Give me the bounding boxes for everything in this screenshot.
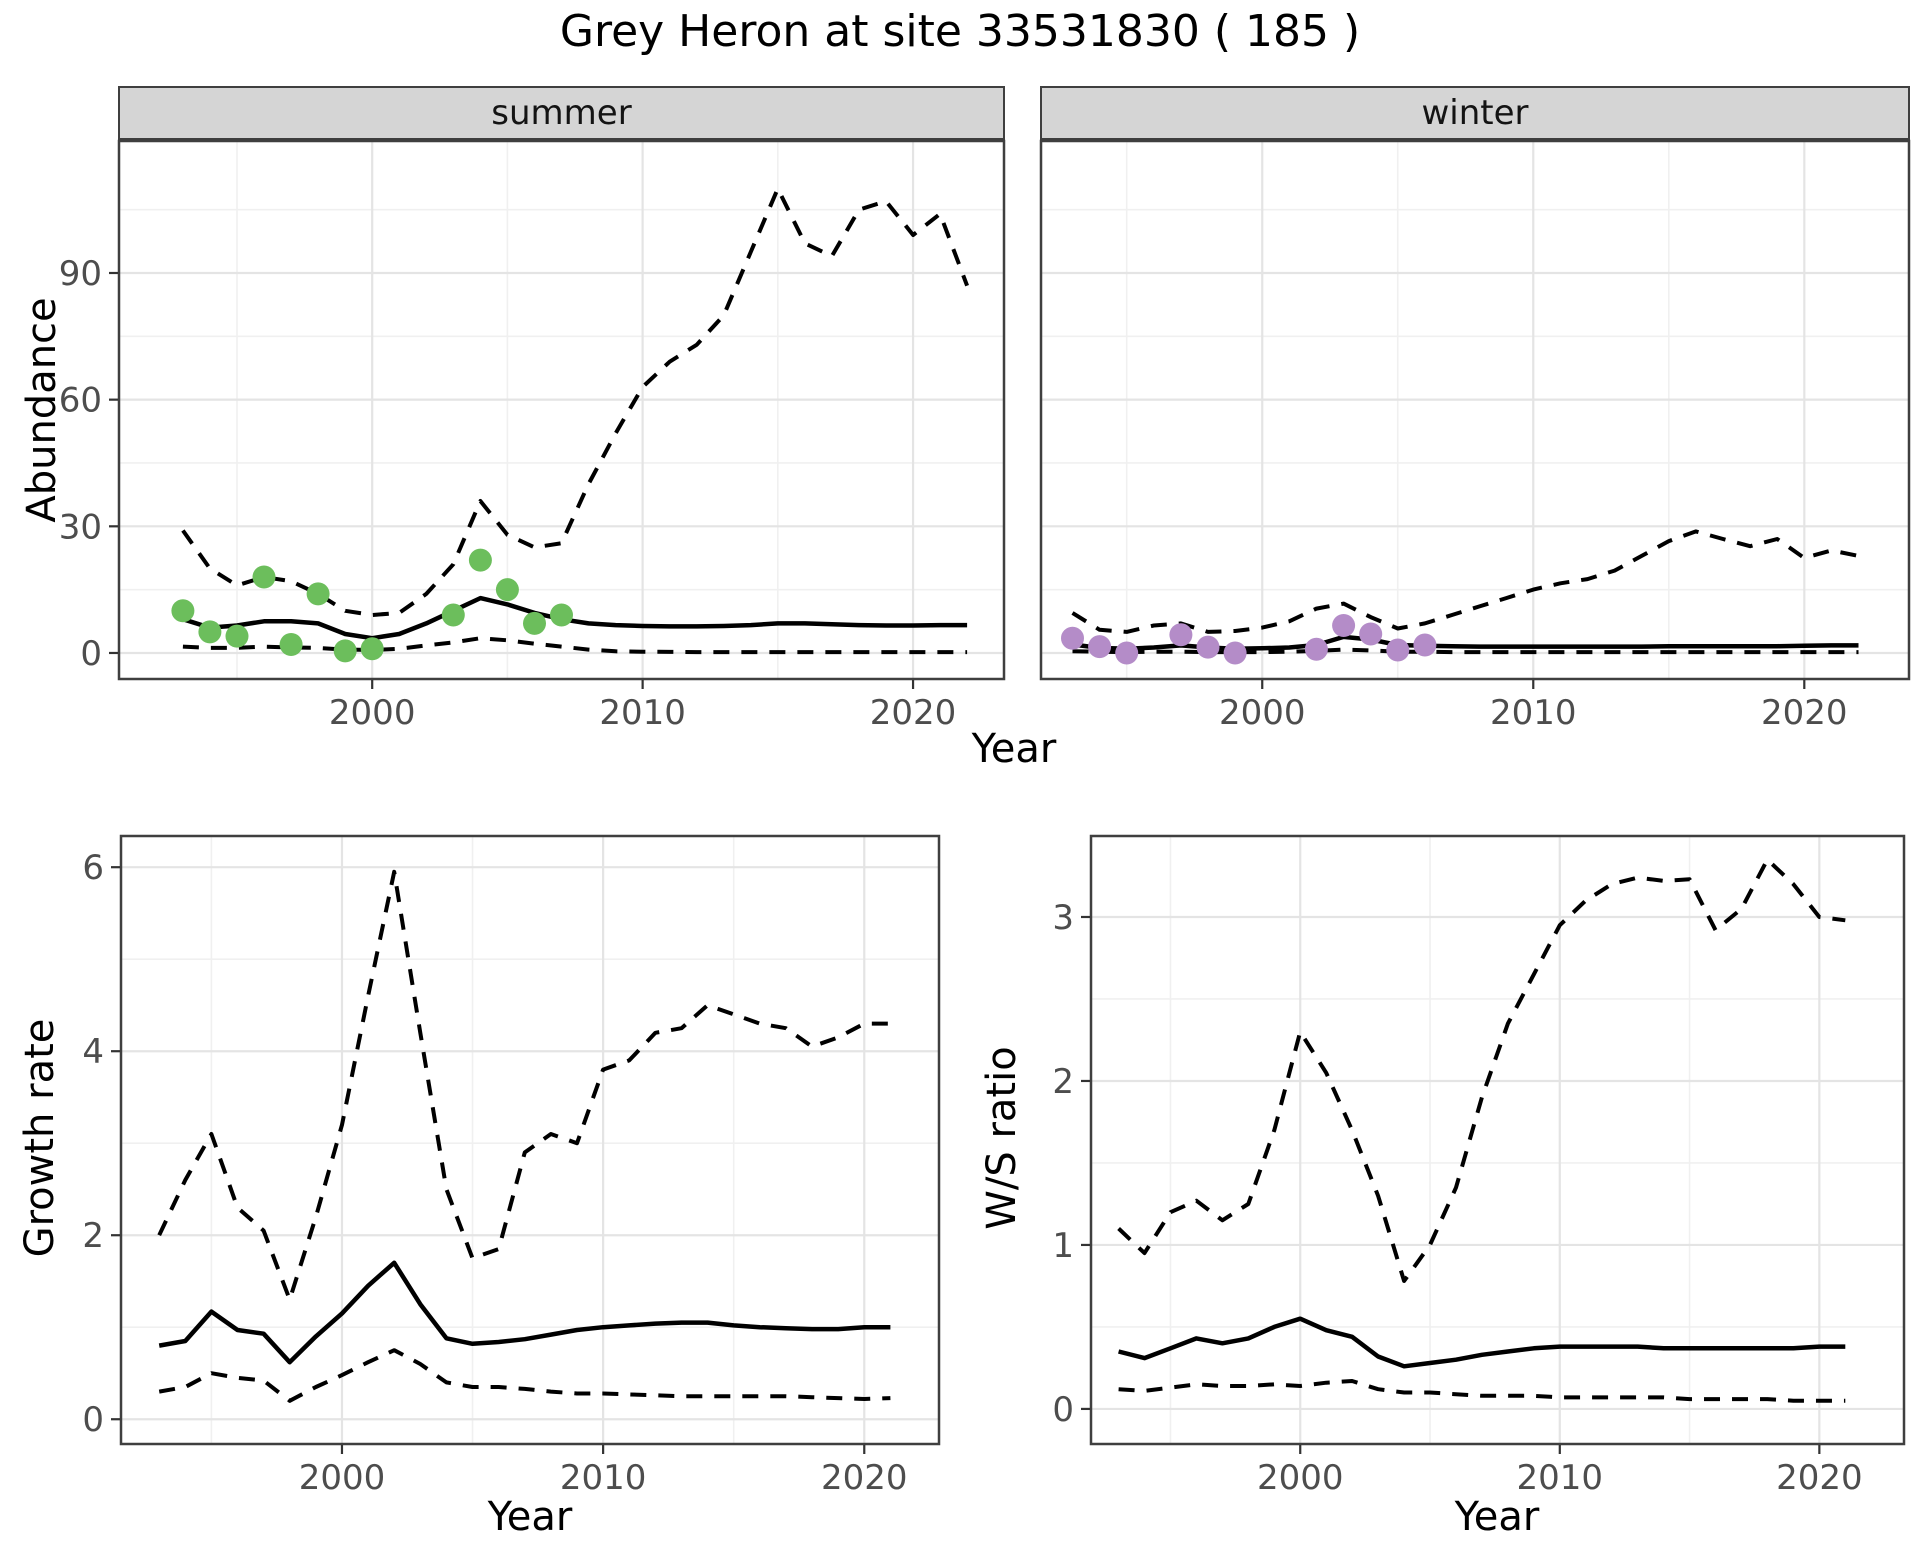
x-axis-tick-label: 2000 [299, 1458, 386, 1498]
y-axis-tick-label: 2 [1052, 1062, 1074, 1102]
observation-point [171, 599, 195, 623]
facet-strip-summer-label: summer [491, 93, 632, 133]
observation-point [279, 633, 303, 656]
observation-point [1304, 637, 1328, 661]
plot-title: Grey Heron at site 33531830 ( 185 ) [559, 6, 1361, 57]
upper-ci-line [181, 186, 969, 617]
observation-point [198, 620, 222, 644]
lower-ci-line [158, 1348, 891, 1403]
observation-point [1413, 633, 1437, 657]
x-axis-tick-label: 2020 [1761, 693, 1848, 733]
x-axis-tick-label: 2000 [1219, 693, 1306, 733]
panel-growth: 2000 2010 2020 0 2 4 6 [82, 834, 941, 1498]
observation-point [1332, 614, 1356, 637]
x-axis-tick-label: 2020 [1776, 1458, 1863, 1498]
observation-point [495, 578, 519, 602]
median-line [158, 1260, 891, 1365]
y-axis-tick-label: 1 [1052, 1226, 1074, 1266]
panel-border [117, 139, 1006, 681]
x-axis-title-year-top: Year [971, 726, 1057, 772]
observation-point [225, 624, 249, 648]
panel-summer: 2000 2010 2020 0 30 60 90 [59, 139, 1006, 733]
observation-point [1061, 626, 1084, 650]
x-axis-tick-label: 2020 [870, 693, 957, 733]
panel-background [118, 140, 1005, 680]
observation-point [1386, 638, 1410, 662]
lower-ci-line [1072, 647, 1859, 655]
y-axis-tick-label: 3 [1052, 898, 1074, 938]
y-axis-tick-label: 2 [82, 1216, 104, 1256]
facet-strip-summer: summer [118, 86, 1005, 140]
median-line [182, 595, 968, 641]
panel-border [1089, 834, 1906, 1446]
panel-ws: 2000 2010 2020 0 1 2 3 [1052, 834, 1906, 1498]
y-axis-tick-label: 0 [1052, 1390, 1074, 1430]
lower-ci-line [1118, 1379, 1846, 1403]
observation-point [468, 548, 492, 572]
x-axis-tick-label: 2010 [560, 1458, 647, 1498]
y-axis-tick-label: 4 [82, 1032, 104, 1072]
x-axis-tick-label: 2000 [1257, 1458, 1344, 1498]
x-axis-tick-label: 2000 [329, 693, 416, 733]
observation-point [333, 639, 357, 663]
x-axis-tick-label: 2020 [821, 1458, 908, 1498]
panel-winter: 2000 2010 2020 [1039, 139, 1911, 733]
y-axis-tick-label: 30 [59, 507, 102, 547]
x-axis-title-year-ws: Year [1454, 1494, 1540, 1540]
observation-point [252, 565, 276, 589]
upper-ci-line [157, 869, 891, 1302]
panel-border [119, 834, 941, 1446]
facet-strip-winter: winter [1040, 86, 1910, 140]
observation-point [306, 582, 330, 606]
facet-strip-winter-label: winter [1421, 93, 1529, 133]
x-axis-tick-label: 2010 [1490, 693, 1577, 733]
lower-ci-line [182, 636, 968, 655]
y-axis-tick-label: 90 [59, 254, 102, 294]
y-axis-tick-label: 60 [59, 381, 102, 421]
y-axis-tick-label: 6 [82, 848, 104, 888]
y-axis-tick-label: 0 [80, 634, 102, 674]
observation-point [523, 611, 546, 635]
y-axis-title-ws-ratio: W/S ratio [979, 1046, 1025, 1230]
observation-point [1169, 623, 1193, 647]
observation-point [1088, 635, 1112, 659]
observation-point [550, 603, 573, 627]
observation-point [1115, 641, 1139, 665]
x-axis-tick-label: 2010 [599, 693, 686, 733]
panel-border [1039, 139, 1911, 681]
panel-background [120, 835, 940, 1445]
observation-point [360, 637, 384, 661]
x-axis-tick-label: 2010 [1517, 1458, 1604, 1498]
observation-point [1359, 622, 1383, 646]
y-axis-tick-label: 0 [82, 1400, 104, 1440]
median-line [1118, 1316, 1846, 1369]
x-axis-title-year-growth: Year [487, 1494, 573, 1540]
panel-background [1040, 140, 1910, 680]
observation-point [1223, 641, 1247, 665]
observation-point [441, 603, 465, 627]
observation-point [1196, 635, 1220, 659]
y-axis-title-growth-rate: Growth rate [17, 1018, 63, 1258]
